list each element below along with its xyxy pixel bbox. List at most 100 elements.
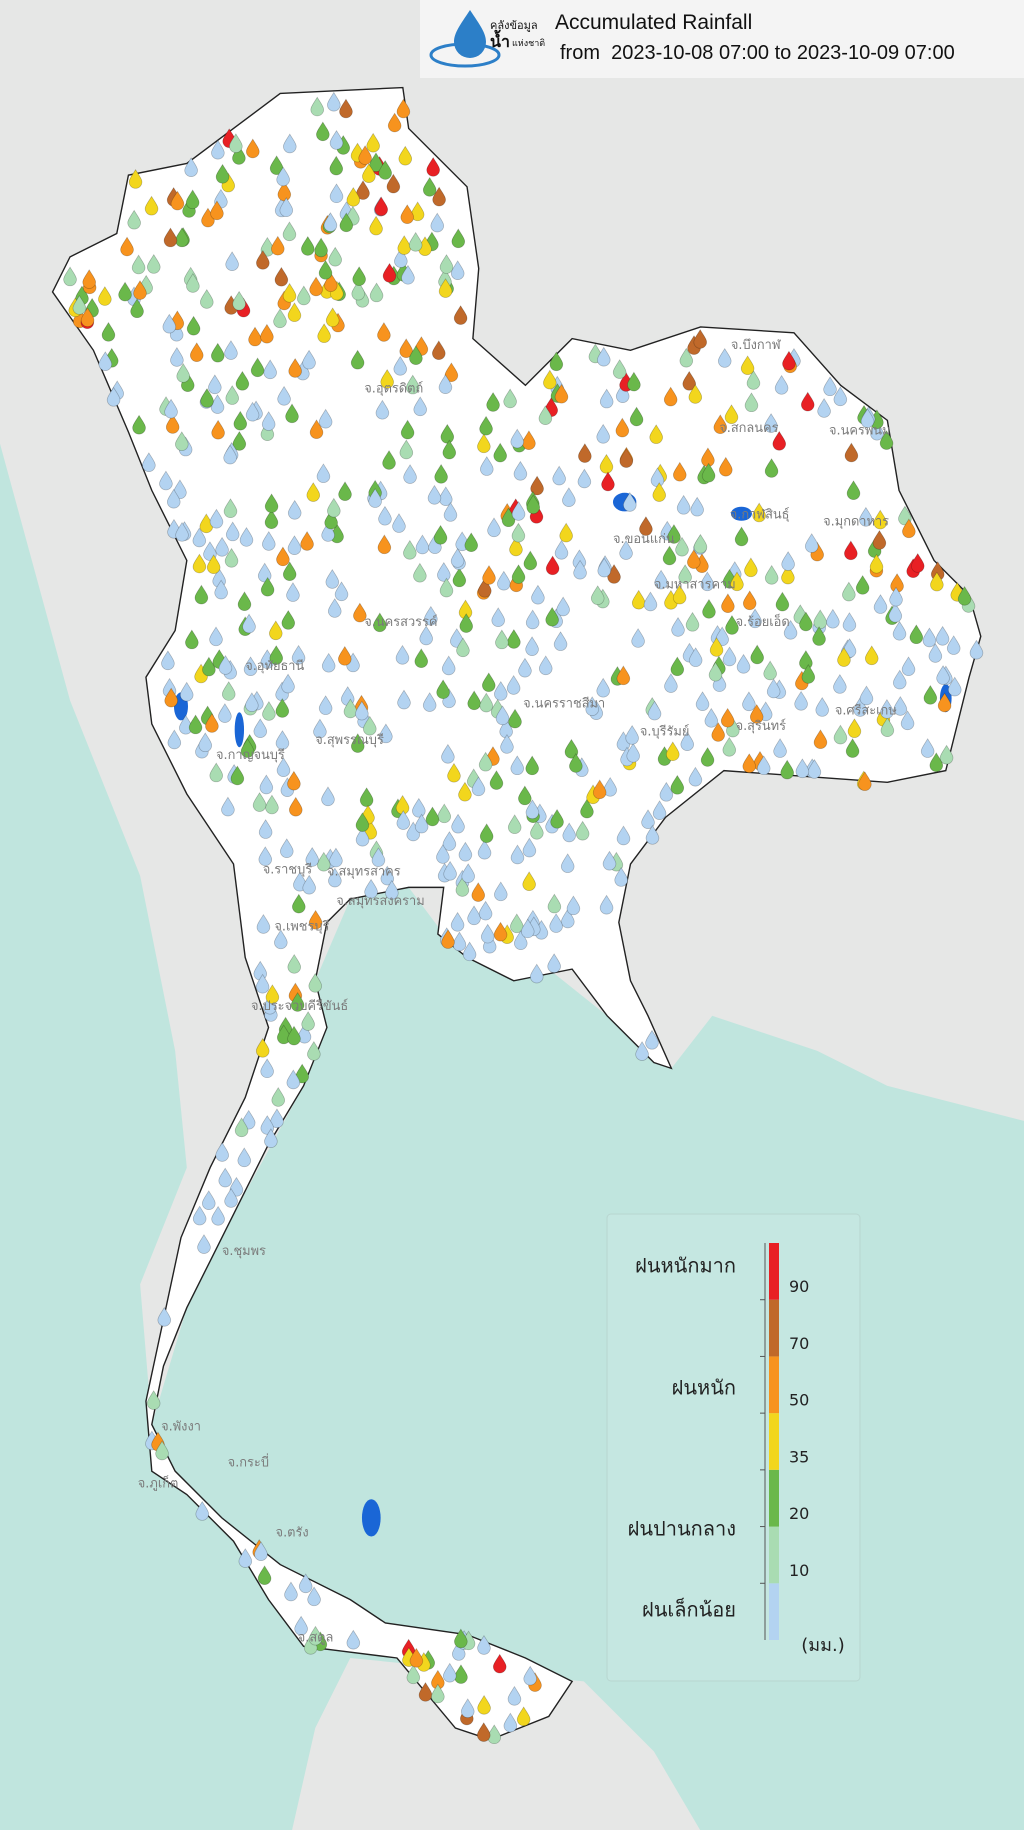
station-drop [440, 423, 455, 444]
station-drop [855, 574, 870, 595]
station-drop [495, 629, 509, 650]
station-drop [464, 532, 479, 553]
station-drop [580, 798, 594, 819]
station-drop [451, 228, 466, 249]
station-drop [688, 766, 703, 787]
station-drop [601, 471, 615, 492]
station-drop [269, 620, 283, 641]
station-drop [118, 281, 132, 302]
station-drop [211, 139, 225, 160]
province-label: จ.ประจวบคีรีขันธ์ [251, 998, 348, 1014]
station-drop [900, 710, 915, 731]
station-drop [450, 911, 465, 932]
station-drop [329, 847, 343, 868]
station-drop [437, 561, 451, 582]
station-drop [375, 399, 390, 420]
station-drop [702, 598, 716, 619]
station-drop [679, 347, 694, 368]
legend-color [769, 1526, 779, 1584]
legend-panel [606, 1213, 861, 1682]
station-drop [279, 197, 294, 217]
station-drop [823, 376, 837, 397]
station-drop [63, 266, 77, 287]
province-label: จ.สมุทรสงคราม [336, 894, 424, 909]
station-drop [414, 813, 429, 834]
station-drop [478, 577, 492, 598]
station-drop [412, 797, 426, 818]
station-drop [801, 664, 816, 684]
station-drop [439, 577, 454, 598]
legend-unit: (มม.) [801, 1635, 845, 1656]
station-drop [947, 676, 962, 697]
station-drop [371, 847, 386, 867]
station-drop [245, 401, 260, 422]
station-drop [352, 266, 366, 286]
station-drop [795, 758, 810, 779]
station-drop [525, 609, 540, 630]
station-drop [179, 681, 194, 702]
station-drop [639, 516, 653, 536]
station-drop [847, 718, 862, 738]
province-label: จ.สมุทรสาคร [327, 865, 401, 880]
station-drop [436, 679, 450, 700]
station-drop [170, 190, 185, 211]
station-drop [279, 838, 294, 858]
station-drop [282, 282, 297, 303]
station-drop [287, 302, 302, 323]
station-drop [672, 584, 687, 605]
station-drop [880, 699, 894, 719]
station-drop [377, 322, 391, 342]
station-drop [508, 708, 522, 729]
station-drop [486, 391, 500, 412]
station-drop [399, 338, 413, 358]
station-drop [794, 690, 808, 711]
station-drop [260, 1058, 274, 1079]
station-drop [491, 607, 505, 627]
station-drop [492, 1653, 507, 1674]
land-south [292, 1657, 701, 1830]
station-drop [164, 398, 178, 419]
legend-class: ฝนปานกลาง [628, 1517, 736, 1541]
station-drop [328, 867, 342, 888]
station-drop [232, 290, 246, 311]
station-drop [438, 278, 453, 298]
station-drop [144, 195, 159, 216]
station-drop [441, 655, 456, 676]
station-drop [318, 695, 333, 715]
station-drop [186, 315, 201, 336]
station-drop [275, 698, 290, 718]
station-drop [355, 812, 370, 832]
station-drop [764, 564, 779, 585]
station-drop [224, 1188, 238, 1208]
station-drop [901, 656, 916, 677]
station-drop [939, 744, 954, 765]
station-drop [467, 690, 481, 711]
station-drop [234, 1117, 249, 1138]
station-drop [500, 733, 514, 754]
station-drop [230, 765, 245, 786]
station-drop [439, 486, 453, 507]
station-drop [369, 215, 383, 236]
station-drop [516, 1706, 531, 1727]
station-drop [596, 423, 610, 444]
station-drop [471, 776, 486, 797]
station-drop [256, 914, 271, 934]
station-drop [678, 564, 692, 584]
station-drop [282, 221, 297, 242]
station-drop [400, 419, 415, 440]
station-drop [724, 404, 739, 424]
station-drop [201, 1190, 216, 1210]
station-drop [209, 762, 224, 783]
station-drop [538, 655, 553, 676]
station-drop [780, 759, 794, 780]
station-drop [481, 672, 496, 693]
station-drop [454, 1664, 468, 1684]
reservoir [234, 712, 245, 748]
station-drop [837, 647, 851, 667]
station-drop [321, 522, 335, 542]
station-drop [215, 1142, 229, 1162]
station-drop [264, 509, 279, 530]
station-drop [274, 266, 289, 287]
station-drop [480, 456, 494, 476]
